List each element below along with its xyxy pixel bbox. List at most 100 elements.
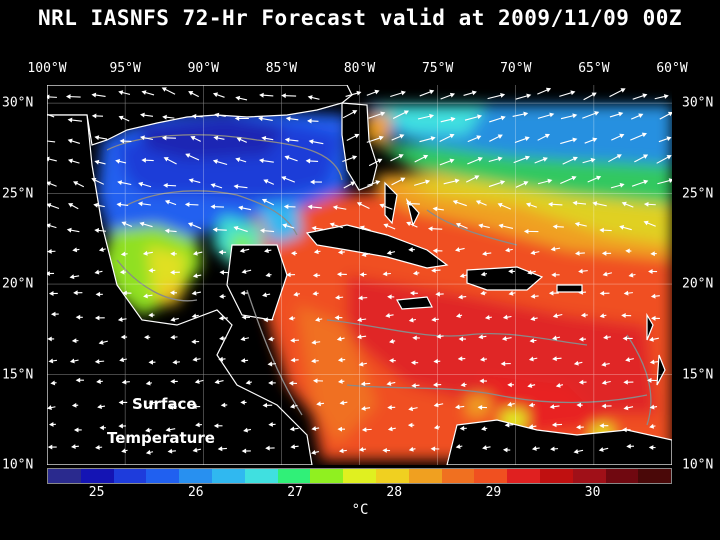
vector-arrowhead xyxy=(601,361,607,367)
vector-arrowhead xyxy=(264,248,269,254)
vector-arrowhead xyxy=(361,252,367,257)
vector-arrowhead xyxy=(387,426,393,432)
vector-arrowhead xyxy=(194,379,200,384)
vector-arrowhead xyxy=(572,137,578,143)
lat-label-right: 30°N xyxy=(682,95,714,111)
vector-arrowhead xyxy=(449,133,455,139)
vector-arrowhead xyxy=(184,202,190,208)
vector-arrowhead xyxy=(542,157,548,162)
vector-arrowhead xyxy=(578,336,584,342)
vector-arrowhead xyxy=(382,271,388,277)
vector-arrowhead xyxy=(619,133,625,139)
vector-arrowhead xyxy=(188,178,194,183)
sea-surface-temperature-map: Surface Temperature xyxy=(47,85,672,465)
vector-arrowhead xyxy=(389,358,394,364)
vector-arrowhead xyxy=(50,311,56,317)
vector-arrowhead xyxy=(408,317,414,323)
vector-arrowhead xyxy=(356,334,362,340)
vector-arrowhead xyxy=(411,383,416,388)
vector-arrowhead xyxy=(502,447,508,453)
vector-arrowhead xyxy=(549,404,555,410)
vector-arrowhead xyxy=(97,404,102,410)
vector-arrowhead xyxy=(526,93,532,99)
vector-arrowhead xyxy=(356,202,362,207)
vector-arrowhead xyxy=(210,183,216,188)
colorbar-swatch xyxy=(507,469,540,483)
vector-arrowhead xyxy=(477,157,483,162)
vector-arrowhead xyxy=(190,136,196,141)
vector-arrowhead xyxy=(360,381,366,387)
vector-arrowhead xyxy=(47,444,53,450)
vector-arrowhead xyxy=(455,444,461,449)
colorbar-swatch xyxy=(474,469,508,483)
vector-arrowhead xyxy=(431,267,436,273)
vector-arrowhead xyxy=(311,358,316,364)
lon-label: 85°W xyxy=(265,61,298,76)
vector-arrowhead xyxy=(141,157,146,163)
vector-arrowhead xyxy=(638,113,644,118)
vector-arrowhead xyxy=(308,139,314,145)
vector-arrowhead xyxy=(594,111,600,116)
lat-label-left: 30°N xyxy=(2,95,34,111)
vector-arrowhead xyxy=(94,159,100,165)
colorbar-swatch xyxy=(179,469,212,483)
vector-arrowhead xyxy=(233,184,239,189)
vector-arrowhead xyxy=(337,357,343,363)
vector-arrowhead xyxy=(284,137,290,143)
vector-arrowhead xyxy=(290,337,295,343)
vector-arrowhead xyxy=(290,357,296,363)
vector-arrowhead xyxy=(94,269,100,275)
vector-arrowhead xyxy=(96,379,101,384)
vector-arrowhead xyxy=(312,291,318,296)
colorbar-swatch xyxy=(343,469,376,483)
vector-arrowhead xyxy=(423,154,429,160)
vector-arrowhead xyxy=(91,113,97,119)
vector-arrowhead xyxy=(477,404,483,410)
vector-arrowhead xyxy=(145,449,151,455)
vector-arrowhead xyxy=(313,249,319,255)
vector-arrows xyxy=(47,87,672,455)
vector-arrowhead xyxy=(508,268,513,274)
vector-arrowhead xyxy=(408,446,414,452)
vector-arrowhead xyxy=(648,269,653,274)
vector-arrowhead xyxy=(642,154,649,159)
vector-arrowhead xyxy=(217,446,223,452)
vector-arrowhead xyxy=(596,175,602,181)
vector-arrowhead xyxy=(552,356,557,362)
vector-arrowhead xyxy=(400,90,406,96)
vector-arrowhead xyxy=(601,250,607,256)
vector-arrowhead xyxy=(548,201,553,207)
vector-arrowhead xyxy=(429,89,435,95)
vector-arrowhead xyxy=(71,402,77,408)
vector-arrowhead xyxy=(47,336,52,342)
vector-arrowhead xyxy=(667,111,672,117)
vector-arrowhead xyxy=(530,250,536,256)
vector-arrowhead xyxy=(94,315,100,321)
vector-arrowhead xyxy=(187,222,194,227)
vector-arrowhead xyxy=(93,202,99,208)
vector-arrowhead xyxy=(575,250,580,256)
colorbar-swatch xyxy=(48,469,81,483)
vector-arrowhead xyxy=(350,181,356,186)
vector-arrowhead xyxy=(191,313,197,319)
vector-arrowhead xyxy=(602,271,608,277)
vector-arrowhead xyxy=(618,111,624,117)
vector-arrowhead xyxy=(592,201,598,207)
vector-arrowhead xyxy=(668,178,672,184)
vector-arrowhead xyxy=(71,338,77,344)
vector-arrowhead xyxy=(458,336,464,342)
vector-arrowhead xyxy=(507,401,513,407)
vector-arrowhead xyxy=(218,356,224,362)
vector-arrowhead xyxy=(573,360,579,366)
vector-arrowhead xyxy=(118,115,124,121)
colorbar-tick-label: 27 xyxy=(287,485,303,500)
vector-arrowhead xyxy=(409,290,415,296)
vector-arrowhead xyxy=(288,315,294,321)
vector-arrowhead xyxy=(263,317,268,323)
vector-arrowhead xyxy=(47,203,52,208)
colorbar-tick-label: 26 xyxy=(187,485,204,500)
vector-arrowhead xyxy=(169,290,175,296)
vector-arrowhead xyxy=(144,334,149,340)
colorbar-swatch xyxy=(310,469,344,483)
vector-arrowhead xyxy=(641,132,647,138)
